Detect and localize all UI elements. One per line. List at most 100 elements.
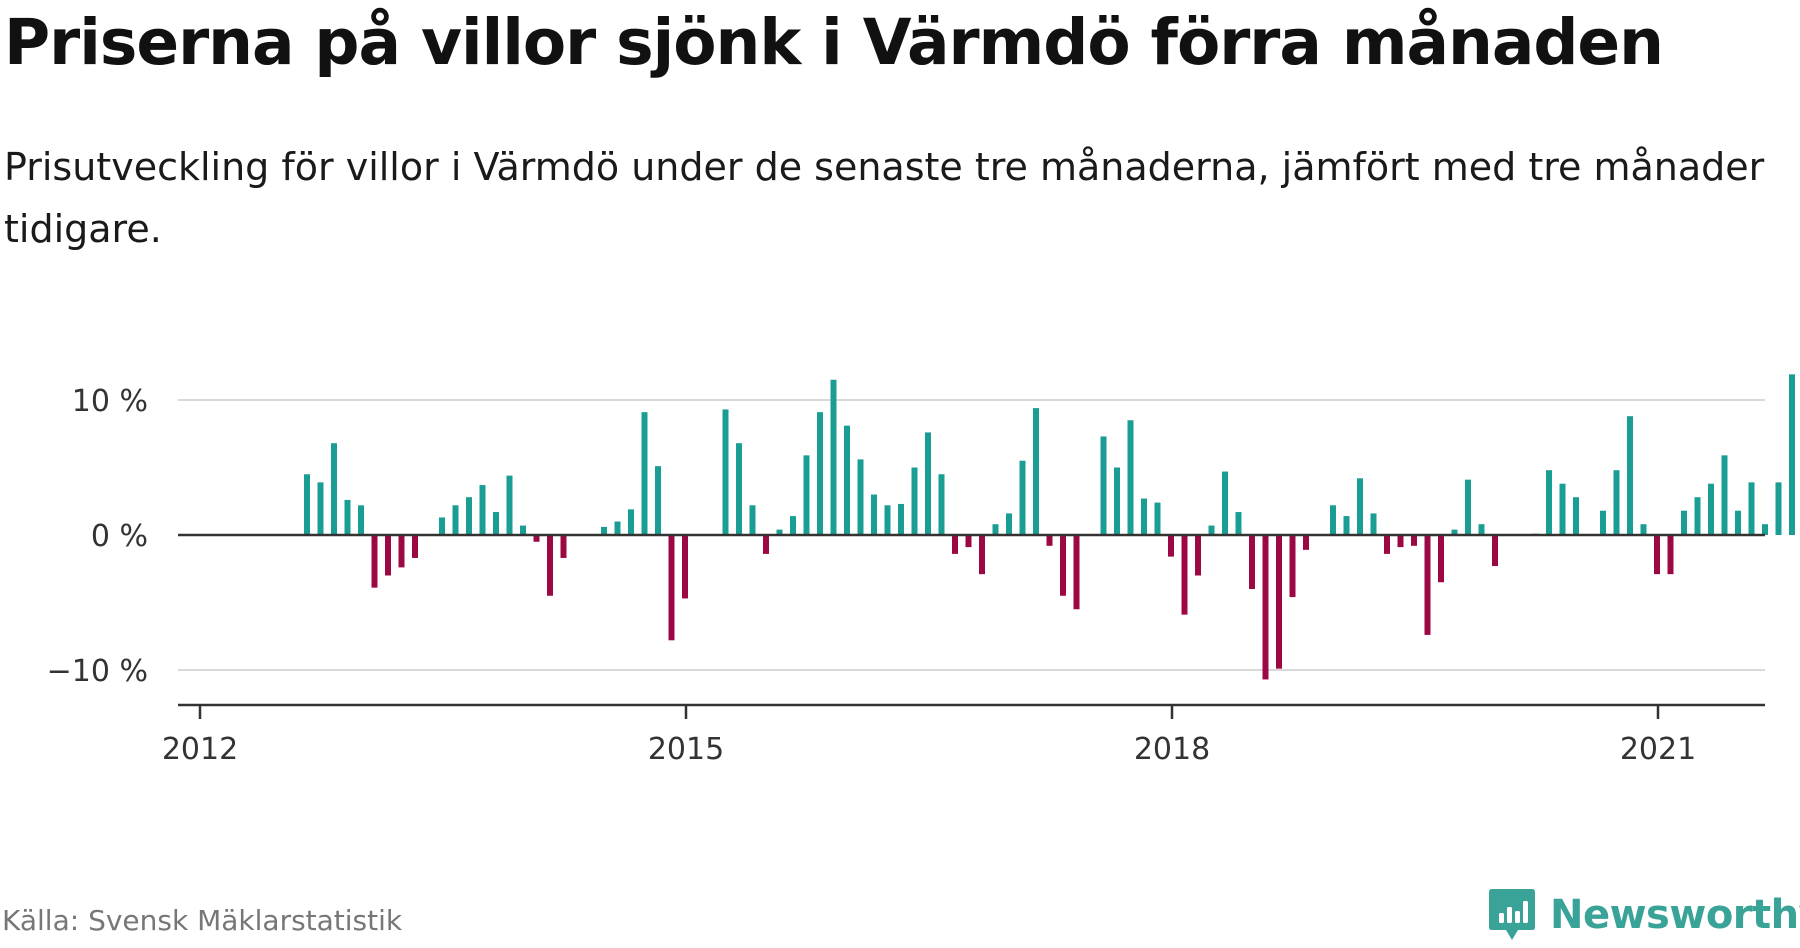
x-axis-ticks: 20122015201820212023	[162, 705, 1696, 767]
bar	[1559, 483, 1566, 535]
bar	[479, 485, 486, 535]
bar	[925, 432, 931, 535]
bar	[452, 505, 459, 535]
bar	[371, 535, 378, 588]
bar	[1033, 408, 1039, 535]
bar	[1424, 535, 1431, 635]
bar	[547, 535, 553, 596]
source-note: Källa: Svensk Mäklarstatistik	[2, 904, 403, 937]
y-tick-label: 10 %	[72, 384, 148, 419]
bar	[1546, 470, 1552, 535]
bar	[1141, 498, 1147, 535]
bar	[965, 535, 972, 548]
bar	[668, 535, 675, 641]
bar	[1249, 535, 1255, 589]
bar	[790, 516, 796, 535]
bar	[1100, 436, 1107, 535]
page-title: Priserna på villor sjönk i Värmdö förra …	[4, 6, 1664, 79]
x-tick-label: 2012	[162, 732, 238, 767]
bars	[304, 374, 1795, 680]
bar	[1762, 524, 1768, 535]
bar	[871, 494, 877, 535]
bar	[506, 475, 513, 535]
bar	[1735, 510, 1741, 535]
bar	[1640, 524, 1647, 535]
bar	[1613, 470, 1620, 535]
bar	[641, 412, 648, 535]
bar	[533, 535, 540, 542]
newsworthy-logo-icon	[1489, 889, 1535, 940]
bar	[844, 425, 850, 535]
bar	[1114, 467, 1120, 535]
gridlines	[178, 399, 1765, 671]
bar	[1195, 535, 1201, 576]
bar	[1208, 525, 1215, 535]
bar	[1073, 535, 1080, 610]
bar	[1235, 512, 1242, 535]
bar	[601, 526, 607, 535]
bar	[884, 505, 891, 535]
bar	[1627, 416, 1633, 535]
bar	[1411, 535, 1417, 546]
bar	[1384, 535, 1390, 554]
x-tick-label: 2015	[648, 732, 724, 767]
bar	[317, 482, 324, 535]
bar	[1222, 471, 1228, 535]
bar	[817, 412, 823, 535]
bar	[439, 517, 445, 535]
bar	[1019, 460, 1026, 535]
bar	[749, 505, 756, 535]
bar	[803, 455, 810, 535]
bar	[331, 443, 337, 535]
bar	[1276, 535, 1282, 669]
bar	[1465, 479, 1471, 535]
y-tick-label: 0 %	[91, 519, 148, 554]
x-axis	[178, 533, 1765, 707]
bar	[560, 535, 567, 558]
bar	[1397, 535, 1404, 548]
bar	[992, 524, 999, 535]
bar	[1451, 529, 1458, 535]
x-tick-label: 2021	[1620, 732, 1696, 767]
bar	[358, 505, 364, 535]
bar	[385, 535, 391, 576]
bar	[1127, 420, 1134, 535]
bar	[655, 466, 661, 535]
bar	[1573, 497, 1579, 535]
bar	[1060, 535, 1066, 596]
bar	[344, 499, 351, 535]
bar	[1289, 535, 1296, 598]
bar	[1343, 516, 1350, 535]
bar	[1478, 524, 1485, 535]
page-subtitle: Prisutveckling för villor i Värmdö under…	[4, 145, 1765, 251]
bar	[1181, 535, 1188, 615]
bar	[398, 535, 405, 568]
bar	[614, 521, 621, 535]
bar	[682, 535, 688, 599]
bar	[1721, 455, 1728, 535]
bar	[763, 535, 769, 554]
y-axis-ticks: 10 % 0 % −10 %	[47, 384, 148, 689]
bar	[1438, 535, 1444, 583]
bar	[1262, 535, 1269, 680]
bar	[1046, 535, 1053, 546]
bar	[1654, 535, 1660, 575]
newsworthy-logo: Newsworthy	[1488, 886, 1800, 944]
bar	[1154, 502, 1161, 535]
bar	[1775, 482, 1782, 535]
bar	[628, 509, 634, 535]
bar	[304, 474, 310, 535]
bar	[466, 497, 472, 535]
bar	[857, 459, 864, 535]
bar	[1370, 513, 1377, 535]
bar	[493, 512, 499, 535]
newsworthy-logo-text: Newsworthy	[1550, 892, 1800, 938]
bar	[952, 535, 958, 554]
bar	[1789, 374, 1795, 535]
bar	[520, 525, 526, 535]
x-tick-label: 2018	[1134, 732, 1210, 767]
bar	[1694, 497, 1701, 535]
bar	[1681, 510, 1687, 535]
bar	[1330, 505, 1336, 535]
